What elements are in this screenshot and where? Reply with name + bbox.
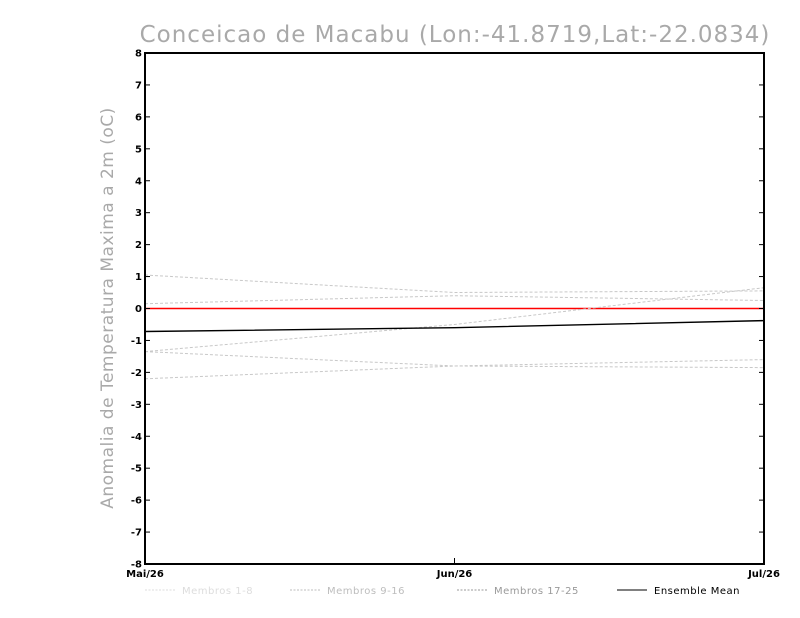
x-tick-label: Jun/26 <box>436 569 473 580</box>
member-line-2 <box>144 295 765 305</box>
y-tick-label: -5 <box>131 464 142 475</box>
y-tick-label: 1 <box>135 272 142 283</box>
y-axis-label: Anomalia de Temperatura Maxima a 2m (oC) <box>98 107 118 509</box>
y-tick-label: -7 <box>131 528 142 539</box>
y-tick-label: -1 <box>131 336 142 347</box>
y-tick-label: -8 <box>131 560 142 571</box>
y-tick-label: 8 <box>135 49 142 60</box>
y-tick-label: 5 <box>135 144 142 155</box>
y-tick-label: 2 <box>135 240 142 251</box>
plot-area <box>144 274 765 380</box>
legend-label: Membros 9-16 <box>327 586 405 597</box>
member-line-5 <box>144 365 765 380</box>
x-tick-label: Jul/26 <box>747 569 780 580</box>
legend-label: Membros 17-25 <box>494 586 579 597</box>
member-line-1 <box>144 274 765 294</box>
y-tick-label: -4 <box>131 432 142 443</box>
legend: Membros 1-8 Membros 9-16 Membros 17-25 Ense… <box>145 586 740 597</box>
y-tick-label: -3 <box>131 400 142 411</box>
y-tick-label: 6 <box>135 112 142 123</box>
member-line-4 <box>144 351 765 367</box>
ensemble-mean-line <box>144 319 765 333</box>
y-tick-label: 4 <box>135 176 142 187</box>
y-tick-label: -2 <box>131 368 142 379</box>
member-line-3 <box>144 287 765 353</box>
y-tick-label: -6 <box>131 496 142 507</box>
legend-label: Ensemble Mean <box>654 586 740 597</box>
legend-label: Membros 1-8 <box>182 586 253 597</box>
x-tick-label: Mai/26 <box>126 569 164 580</box>
y-tick-label: 0 <box>135 304 142 315</box>
chart-title: Conceicao de Macabu (Lon:-41.8719,Lat:-2… <box>140 22 771 48</box>
y-tick-label: 7 <box>135 80 142 91</box>
y-tick-label: 3 <box>135 208 142 219</box>
